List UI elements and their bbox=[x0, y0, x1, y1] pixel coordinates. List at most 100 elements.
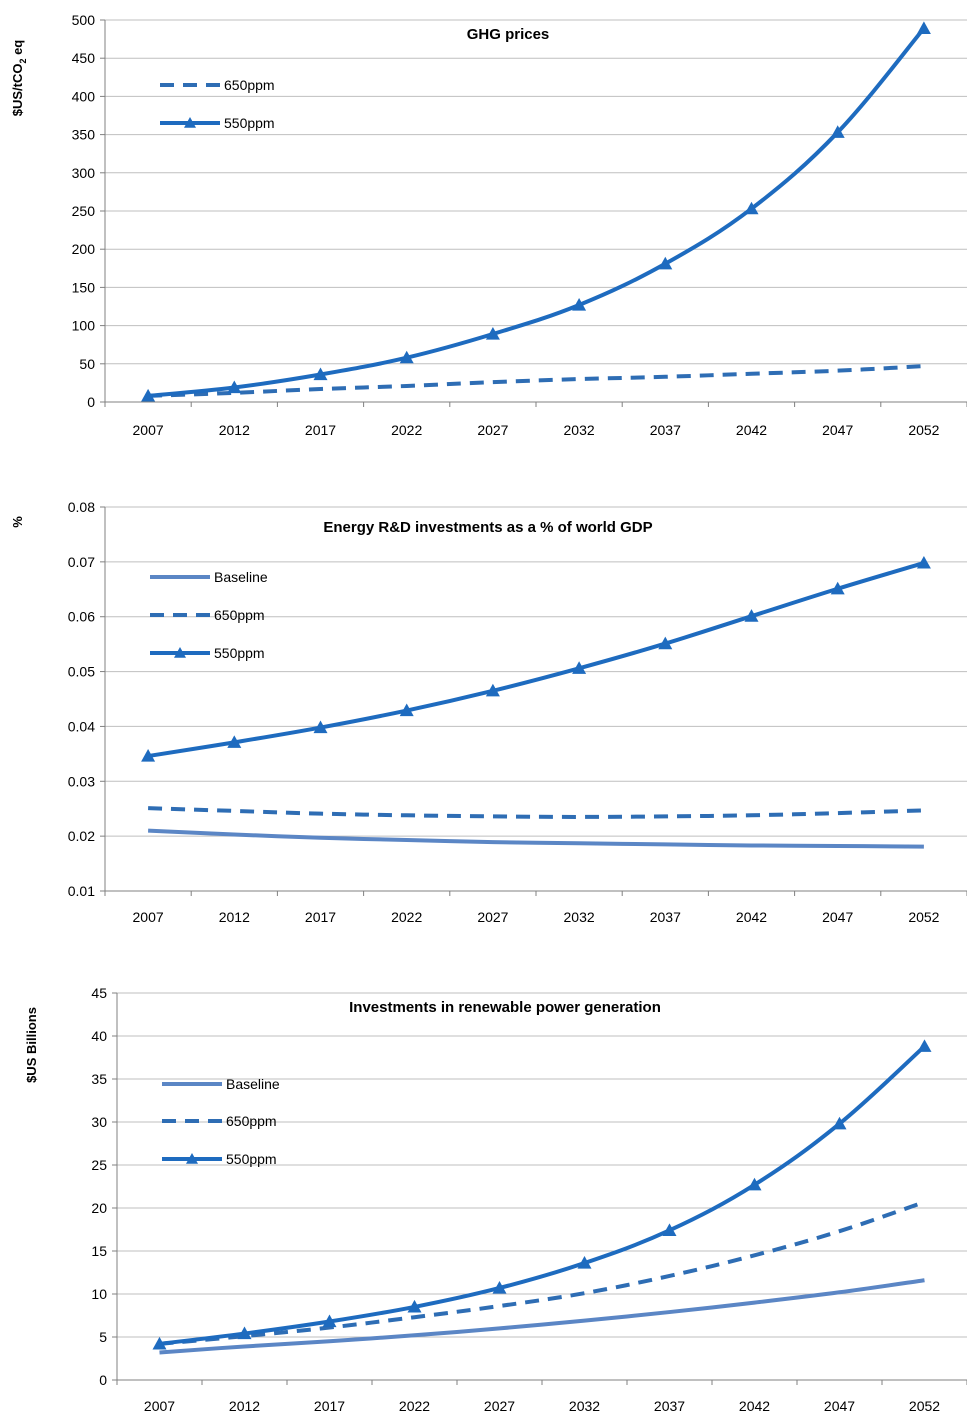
legend-marker bbox=[174, 647, 186, 658]
data-point-marker bbox=[658, 256, 673, 270]
x-tick-label: 2052 bbox=[909, 1398, 940, 1413]
series-line bbox=[148, 806, 924, 819]
data-point-marker bbox=[399, 350, 414, 364]
legend-label: 650ppm bbox=[226, 1113, 277, 1129]
legend-label: 650ppm bbox=[224, 77, 275, 93]
y-tick-label: 40 bbox=[91, 1028, 107, 1044]
data-point-marker bbox=[658, 636, 673, 650]
y-tick-label: 10 bbox=[91, 1286, 107, 1302]
y-tick-label: 200 bbox=[72, 241, 96, 257]
series-line bbox=[159, 1278, 925, 1355]
data-point-marker bbox=[313, 720, 328, 734]
data-point-marker bbox=[662, 1223, 677, 1236]
data-point-marker bbox=[227, 735, 242, 748]
x-tick-label: 2037 bbox=[650, 422, 681, 438]
x-tick-label: 2012 bbox=[219, 909, 250, 925]
data-point-marker bbox=[572, 661, 587, 674]
x-tick-label: 2027 bbox=[484, 1398, 515, 1413]
y-axis-label-main: $US/tCO bbox=[10, 64, 25, 117]
series-650ppm bbox=[148, 364, 925, 398]
y-tick-label: 5 bbox=[99, 1329, 107, 1345]
series-550ppm bbox=[152, 1039, 932, 1350]
x-tick-label: 2022 bbox=[399, 1398, 430, 1413]
y-tick-label: 0 bbox=[87, 394, 95, 410]
data-point-marker bbox=[485, 327, 500, 340]
series-line bbox=[147, 27, 926, 398]
series-650ppm bbox=[148, 806, 924, 819]
series-line bbox=[159, 1044, 926, 1346]
y-tick-label: 25 bbox=[91, 1157, 107, 1173]
data-point-marker bbox=[485, 683, 500, 697]
data-point-marker bbox=[313, 367, 328, 381]
legend: Baseline 650ppm 550ppm bbox=[150, 569, 268, 661]
series-baseline bbox=[159, 1278, 925, 1355]
y-tick-label: 45 bbox=[91, 985, 107, 1001]
y-tick-label: 150 bbox=[72, 279, 96, 295]
y-tick-label: 50 bbox=[79, 356, 95, 372]
data-point-marker bbox=[141, 749, 156, 762]
y-tick-label: 250 bbox=[72, 203, 96, 219]
legend: 650ppm 550ppm bbox=[160, 77, 275, 131]
x-tick-label: 2027 bbox=[477, 909, 508, 925]
x-tick-label: 2007 bbox=[133, 909, 164, 925]
x-tick-label: 2022 bbox=[391, 422, 422, 438]
y-tick-label: 20 bbox=[91, 1200, 107, 1216]
y-tick-label: 0.06 bbox=[68, 609, 95, 625]
data-point-marker bbox=[747, 1177, 762, 1191]
y-tick-label: 400 bbox=[72, 88, 96, 104]
data-point-marker bbox=[572, 297, 587, 311]
data-point-marker bbox=[237, 1326, 252, 1340]
x-tick-label: 2042 bbox=[739, 1398, 770, 1413]
y-tick-label: 0.03 bbox=[68, 773, 95, 789]
series-550ppm bbox=[141, 555, 931, 762]
series-line bbox=[148, 364, 925, 398]
data-point-marker bbox=[407, 1299, 422, 1313]
series-550ppm bbox=[141, 21, 931, 402]
y-tick-label: 500 bbox=[72, 12, 96, 28]
y-axis-label: $US/tCO2 eq bbox=[10, 40, 28, 117]
y-axis-label: $US Billions bbox=[24, 1007, 39, 1083]
series-line bbox=[148, 828, 924, 849]
data-point-marker bbox=[399, 703, 414, 717]
x-tick-label: 2042 bbox=[736, 422, 767, 438]
y-tick-label: 100 bbox=[72, 318, 96, 334]
data-point-marker bbox=[917, 1039, 932, 1052]
x-tick-label: 2027 bbox=[477, 422, 508, 438]
series-line bbox=[147, 561, 925, 759]
x-tick-label: 2032 bbox=[564, 422, 595, 438]
x-tick-label: 2017 bbox=[305, 422, 336, 438]
data-point-marker bbox=[141, 388, 156, 402]
data-point-marker bbox=[322, 1314, 337, 1328]
x-tick-label: 2022 bbox=[391, 909, 422, 925]
legend-label: 550ppm bbox=[224, 115, 275, 131]
legend: Baseline 650ppm 550ppm bbox=[162, 1076, 280, 1167]
legend-marker bbox=[186, 1153, 198, 1164]
y-tick-label: 0.07 bbox=[68, 554, 95, 570]
y-tick-label: 0.08 bbox=[68, 499, 95, 515]
x-tick-label: 2017 bbox=[314, 1398, 345, 1413]
legend-marker bbox=[184, 117, 196, 128]
x-tick-label: 2032 bbox=[569, 1398, 600, 1413]
x-tick-label: 2047 bbox=[822, 422, 853, 438]
legend-label: 550ppm bbox=[214, 645, 265, 661]
data-point-marker bbox=[577, 1256, 592, 1269]
y-tick-label: 15 bbox=[91, 1243, 107, 1259]
chart-1: 0 50 100 150 200 250 300 350 400 450 500 2007 2012 20… bbox=[10, 12, 967, 438]
x-tick-label: 2052 bbox=[908, 422, 939, 438]
y-axis-label-subscript: 2 bbox=[18, 59, 28, 64]
legend-label: Baseline bbox=[226, 1076, 280, 1092]
chart-3: 0 5 10 15 20 25 30 35 40 45 2007 2012 2017 2022 2027 20… bbox=[24, 985, 967, 1413]
series-line bbox=[159, 1200, 926, 1346]
data-point-marker bbox=[744, 609, 759, 622]
y-axis-label-suffix: eq bbox=[10, 40, 25, 59]
data-point-marker bbox=[830, 125, 845, 138]
y-tick-label: 0.01 bbox=[68, 883, 95, 899]
y-tick-label: 0.05 bbox=[68, 664, 95, 680]
x-tick-label: 2007 bbox=[133, 422, 164, 438]
x-tick-label: 2017 bbox=[305, 909, 336, 925]
x-tick-label: 2007 bbox=[144, 1398, 175, 1413]
data-point-marker bbox=[832, 1116, 847, 1130]
data-point-marker bbox=[916, 21, 931, 35]
x-tick-label: 2042 bbox=[736, 909, 767, 925]
